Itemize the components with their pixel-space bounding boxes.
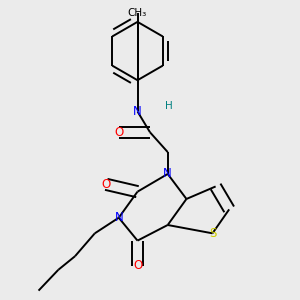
Text: O: O — [133, 259, 142, 272]
Text: CH₃: CH₃ — [128, 8, 147, 17]
Text: O: O — [102, 178, 111, 191]
Text: N: N — [133, 105, 142, 118]
Text: O: O — [114, 126, 123, 139]
Text: H: H — [165, 101, 172, 111]
Text: S: S — [209, 227, 216, 240]
Text: N: N — [114, 211, 123, 224]
Text: N: N — [163, 167, 172, 181]
